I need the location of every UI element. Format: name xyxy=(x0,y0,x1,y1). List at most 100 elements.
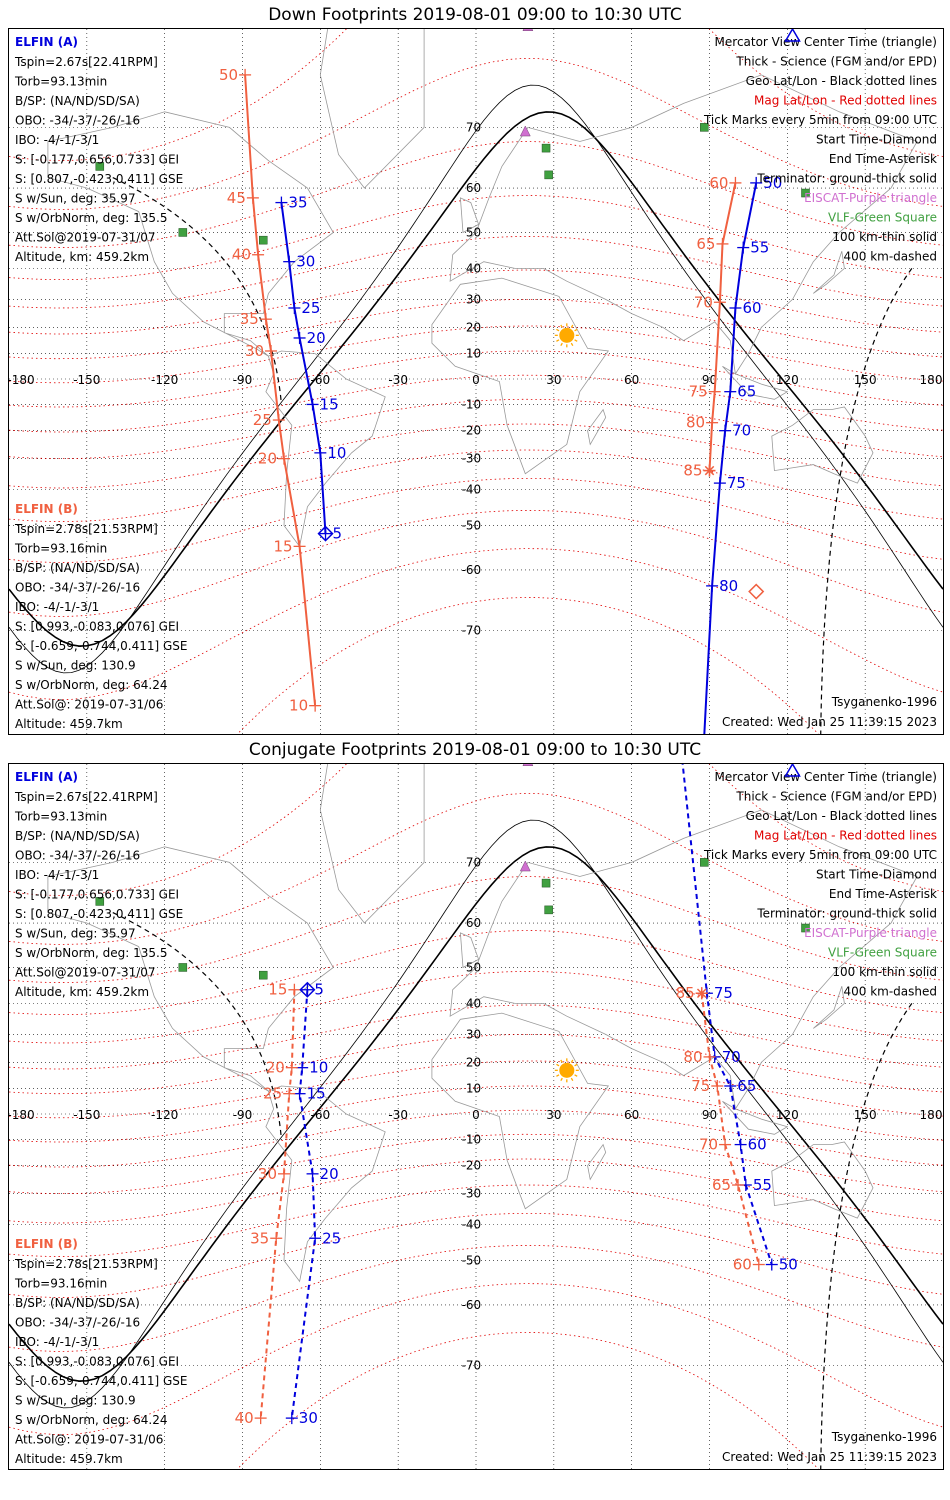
elfin-a-info-line: Altitude, km: 459.2km xyxy=(15,985,149,999)
track-tick-label: 10 xyxy=(309,1059,328,1077)
lat-tick-label: 20 xyxy=(466,320,481,334)
vlf-square-icon xyxy=(541,143,551,153)
sun-ray xyxy=(570,1059,574,1063)
coastline xyxy=(813,251,845,294)
track-tick-label: 55 xyxy=(753,1176,772,1194)
coastline xyxy=(459,932,480,969)
lon-tick-label: 0 xyxy=(472,373,480,387)
eiscat-triangle-icon xyxy=(522,755,534,766)
track-tick-label: 20 xyxy=(320,1165,339,1183)
coastline xyxy=(587,408,607,446)
track-tick-label: 75 xyxy=(714,984,733,1002)
elfin-a-info-line: B/SP: (NA/ND/SD/SA) xyxy=(15,829,140,843)
terminator-ground xyxy=(8,111,944,647)
model-label: Tsyganenko-1996 xyxy=(831,1430,937,1444)
sun-ray xyxy=(556,328,560,332)
eiscat-triangle-icon xyxy=(519,860,531,872)
elfin-b-info-line: S: [-0.659,-0.744,0.411] GSE xyxy=(15,1374,188,1388)
track-tick-label: 20 xyxy=(266,1059,285,1077)
lat-tick-label: -70 xyxy=(462,624,482,638)
elfin-b-track-west xyxy=(259,989,296,1419)
coastline xyxy=(459,197,480,234)
coastline xyxy=(319,727,425,924)
map-down[interactable]: -180 -150 -120 -90 -60 -30 0 30 60 90 120 150 180 70 6… xyxy=(7,0,944,834)
coastline xyxy=(431,277,610,475)
elfin-b-info-line: Tspin=2.78s[21.53RPM] xyxy=(14,522,158,536)
track-tick-label: 50 xyxy=(763,174,782,192)
elfin-b-info-line: IBO: -4/-1/-3/1 xyxy=(15,1335,99,1349)
sun-disk xyxy=(559,1062,575,1078)
terminator-ground xyxy=(8,846,944,1382)
mag-parallel xyxy=(8,478,944,563)
legend-line: VLF-Green Square xyxy=(828,211,937,225)
asterisk-stroke xyxy=(696,988,707,999)
track-tick-label: 80 xyxy=(719,577,738,595)
elfin-b-info-line: Torb=93.16min xyxy=(14,1277,107,1291)
mag-parallel xyxy=(8,57,944,210)
legend-line: Mag Lat/Lon - Red dotted lines xyxy=(754,829,937,843)
mag-parallel xyxy=(8,792,944,945)
start-diamond-icon xyxy=(317,525,334,542)
track-tick-label: 10 xyxy=(289,697,308,715)
elfin-a-info-line: S: [-0.177,0.656,0.733] GEI xyxy=(15,888,179,902)
lat-tick-label: 30 xyxy=(466,292,481,306)
lat-tick-label: 50 xyxy=(466,225,481,239)
elfin-a-info-line: Tspin=2.67s[22.41RPM] xyxy=(14,790,158,804)
elfin-a-info-line: S w/OrbNorm, deg: 135.5 xyxy=(15,946,167,960)
mag-parallel xyxy=(211,1332,835,1497)
sun-ray xyxy=(574,1063,578,1067)
vlf-square-icon xyxy=(700,123,709,132)
sun-ray xyxy=(556,1063,560,1067)
lon-tick-label: 90 xyxy=(702,1108,717,1122)
lat-tick-label: -20 xyxy=(462,1159,482,1173)
panel-title-conjugate: Conjugate Footprints 2019-08-01 09:00 to… xyxy=(248,740,702,760)
lon-tick-label: 120 xyxy=(776,373,799,387)
lat-tick-label: -10 xyxy=(462,397,482,411)
legend-line: VLF-Green Square xyxy=(828,946,937,960)
elfin-a-info-line: S: [0.807,-0.423,0.411] GSE xyxy=(15,907,183,921)
lon-tick-label: -90 xyxy=(233,373,253,387)
lon-tick-label: 60 xyxy=(624,1108,639,1122)
geo-grid xyxy=(9,764,943,1469)
terminator-100km xyxy=(8,819,944,1409)
vlf-square-icon xyxy=(700,858,709,867)
created-label: Created: Wed Jan 25 11:39:15 2023 xyxy=(722,1450,937,1464)
lat-tick-label: 10 xyxy=(466,1082,481,1096)
track-tick-label: 55 xyxy=(750,239,769,257)
lat-tick-label: -60 xyxy=(462,1298,482,1312)
lon-tick-label: -120 xyxy=(151,373,178,387)
map-conjugate[interactable]: -180 -150 -120 -90 -60 -30 0 30 60 90 120 150 180 70 6… xyxy=(7,518,944,1500)
track-tick-label: 35 xyxy=(288,194,307,212)
sun-ray xyxy=(556,339,560,342)
legend-line: Terminator: ground-thick solid xyxy=(756,172,937,186)
elfin-b-info-line: IBO: -4/-1/-3/1 xyxy=(15,600,99,614)
end-asterisk-icon xyxy=(695,987,708,1000)
track-tick-label: 80 xyxy=(686,414,705,432)
lat-tick-label: 70 xyxy=(466,855,481,869)
track-tick-label: 60 xyxy=(733,1256,752,1274)
track-tick-label: 65 xyxy=(696,235,715,253)
mag-parallel xyxy=(8,449,944,523)
sun-ray xyxy=(574,328,578,332)
legend-line: 100 km-thin solid xyxy=(832,965,937,979)
elfin-a-track-east xyxy=(700,182,758,785)
sun-icon xyxy=(554,1058,579,1083)
lat-tick-label: -20 xyxy=(462,424,482,438)
track-tick-label: 75 xyxy=(689,383,708,401)
lat-tick-label: 40 xyxy=(466,996,481,1010)
track-tick-label: 20 xyxy=(258,450,277,468)
mag-parallel xyxy=(8,509,944,617)
lon-tick-label: -120 xyxy=(151,1108,178,1122)
lon-tick-label: -180 xyxy=(9,373,35,387)
elfin-b-info-line: Att.Sol@: 2019-07-31/06 xyxy=(15,698,163,712)
sun-ray xyxy=(574,1074,578,1077)
lat-tick-label: 40 xyxy=(466,261,481,275)
terminator-400km-west xyxy=(112,912,283,1140)
map-svg-conjugate: -180 -150 -120 -90 -60 -30 0 30 60 90 120 150 180 70 6… xyxy=(7,518,944,1500)
track-tick-label: 15 xyxy=(273,537,292,555)
track-tick-label: 65 xyxy=(737,383,756,401)
eiscat-triangle-icon xyxy=(519,125,531,137)
elfin-b-info-line: Torb=93.16min xyxy=(14,542,107,556)
elfin-a-track-west xyxy=(290,989,317,1419)
mag-parallel xyxy=(8,548,944,701)
